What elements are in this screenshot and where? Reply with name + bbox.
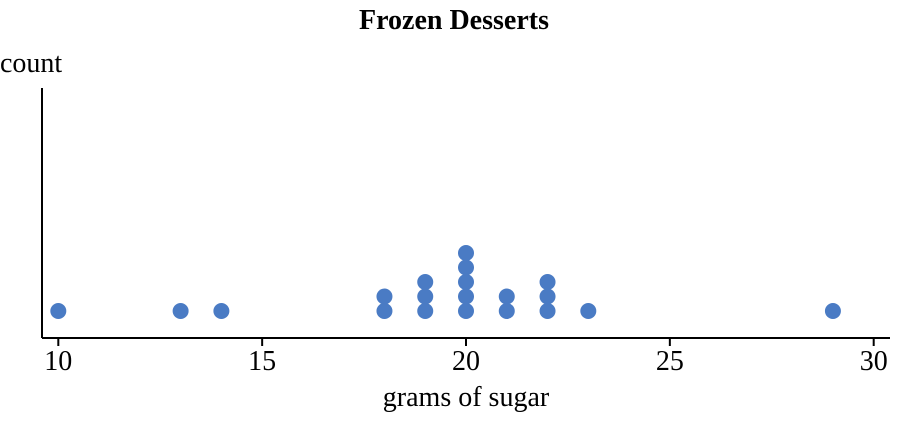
x-tick-label: 30 — [860, 346, 888, 377]
data-point — [376, 303, 393, 319]
x-tick-label: 20 — [452, 346, 480, 377]
y-axis-label: count — [0, 48, 62, 79]
data-points — [50, 245, 841, 319]
data-point — [498, 303, 515, 319]
data-point — [498, 288, 515, 305]
data-point — [458, 274, 474, 290]
data-point — [539, 274, 556, 290]
data-point — [458, 259, 474, 276]
data-point — [580, 303, 597, 319]
x-axis-ticks: 10 15 20 25 30 — [44, 338, 888, 377]
data-point — [458, 303, 474, 319]
data-point — [824, 303, 841, 319]
data-point — [417, 303, 434, 319]
data-point — [458, 245, 474, 261]
data-point — [213, 303, 230, 319]
data-point — [539, 303, 556, 319]
x-tick-label: 10 — [44, 346, 72, 377]
chart-title: Frozen Desserts — [359, 5, 549, 36]
x-axis-label: grams of sugar — [383, 382, 550, 413]
data-point — [50, 303, 67, 319]
data-point — [458, 288, 474, 305]
data-point — [539, 288, 556, 305]
data-point — [417, 288, 434, 305]
x-tick-label: 25 — [656, 346, 684, 377]
data-point — [376, 288, 393, 305]
data-point — [417, 274, 434, 290]
x-tick-label: 15 — [248, 346, 276, 377]
data-point — [172, 303, 189, 319]
